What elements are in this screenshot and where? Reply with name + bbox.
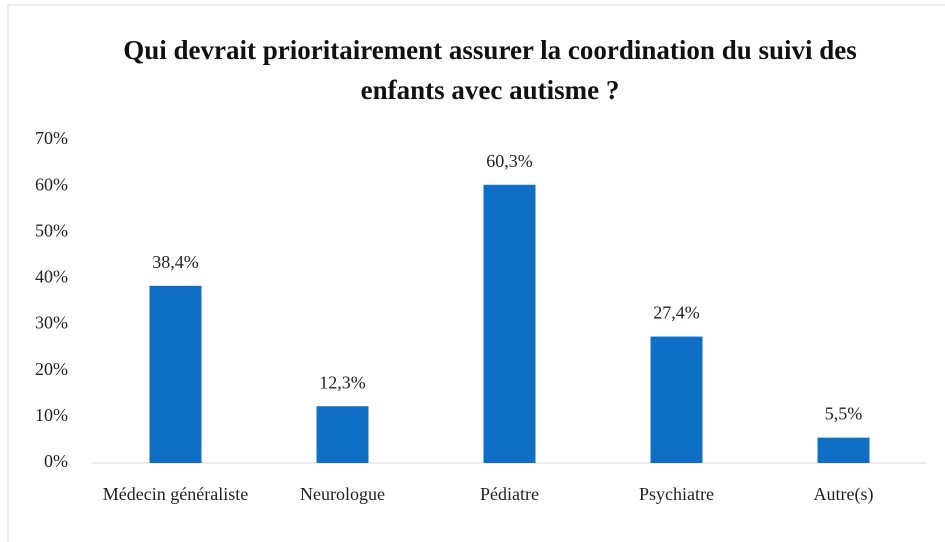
x-tick-label: Médecin généraliste xyxy=(102,484,249,504)
bar xyxy=(483,184,536,463)
y-tick-label: 40% xyxy=(35,267,68,287)
value-label: 38,4% xyxy=(152,252,199,272)
chart-title: Qui devrait prioritairement assurer la c… xyxy=(123,35,857,105)
y-tick-label: 20% xyxy=(35,359,68,379)
y-tick-label: 10% xyxy=(35,405,68,425)
y-tick-label: 60% xyxy=(35,174,68,194)
x-tick-label: Psychiatre xyxy=(639,484,714,504)
y-tick-label: 0% xyxy=(44,451,68,471)
bar xyxy=(817,437,870,463)
chart-border xyxy=(7,4,945,542)
x-tick-label: Neurologue xyxy=(300,484,385,504)
bar xyxy=(650,336,703,463)
x-tick-label: Autre(s) xyxy=(813,484,874,504)
value-label: 5,5% xyxy=(825,404,863,424)
y-tick-label: 30% xyxy=(35,313,68,333)
bar xyxy=(149,285,202,463)
y-tick-label: 50% xyxy=(35,220,68,240)
x-tick-label: Pédiatre xyxy=(480,484,539,504)
bar xyxy=(316,406,369,463)
value-label: 12,3% xyxy=(319,372,366,392)
value-label: 27,4% xyxy=(653,303,700,323)
y-tick-label: 70% xyxy=(35,128,68,148)
value-label: 60,3% xyxy=(486,151,533,171)
